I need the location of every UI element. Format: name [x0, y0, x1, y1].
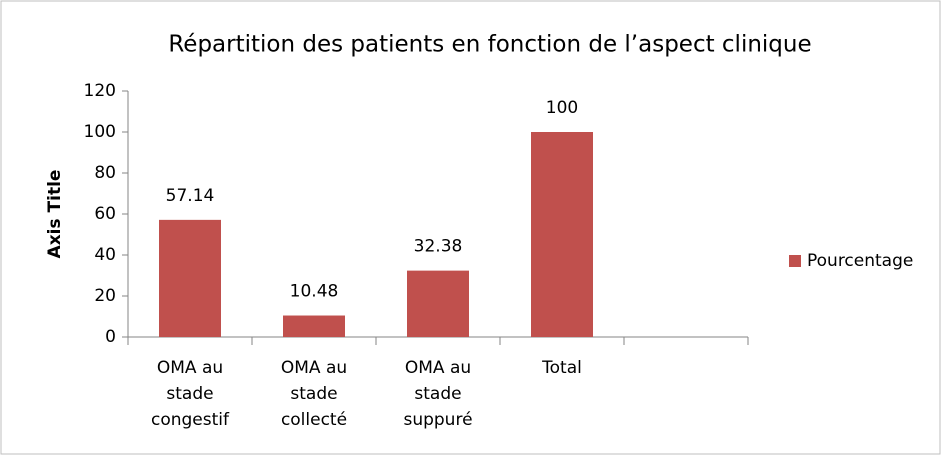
data-label: 57.14 [166, 186, 215, 206]
x-tick-label: OMA au stade collecté [280, 358, 348, 430]
y-tick-label: 80 [94, 163, 116, 183]
bar [531, 132, 593, 337]
data-label: 32.38 [414, 237, 463, 257]
x-tick-label: OMA au stade congestif [150, 358, 229, 430]
legend-swatch [789, 255, 801, 267]
x-tick-label: OMA au stade suppuré [403, 358, 473, 430]
bar [159, 219, 221, 337]
y-tick-label: 120 [84, 81, 116, 101]
y-axis-title: Axis Title [45, 170, 65, 259]
y-tick-label: 100 [84, 122, 116, 142]
y-tick-label: 20 [94, 286, 116, 306]
chart-title: Répartition des patients en fonction de … [168, 32, 811, 58]
y-tick-label: 60 [94, 204, 116, 224]
y-tick-label: 40 [94, 245, 116, 265]
y-tick-label: 0 [105, 327, 116, 347]
data-label: 10.48 [290, 282, 339, 302]
data-label: 100 [546, 98, 578, 118]
bar [283, 315, 345, 337]
legend-label: Pourcentage [807, 251, 913, 271]
bar [407, 270, 469, 337]
x-tick-label: Total [542, 358, 582, 378]
